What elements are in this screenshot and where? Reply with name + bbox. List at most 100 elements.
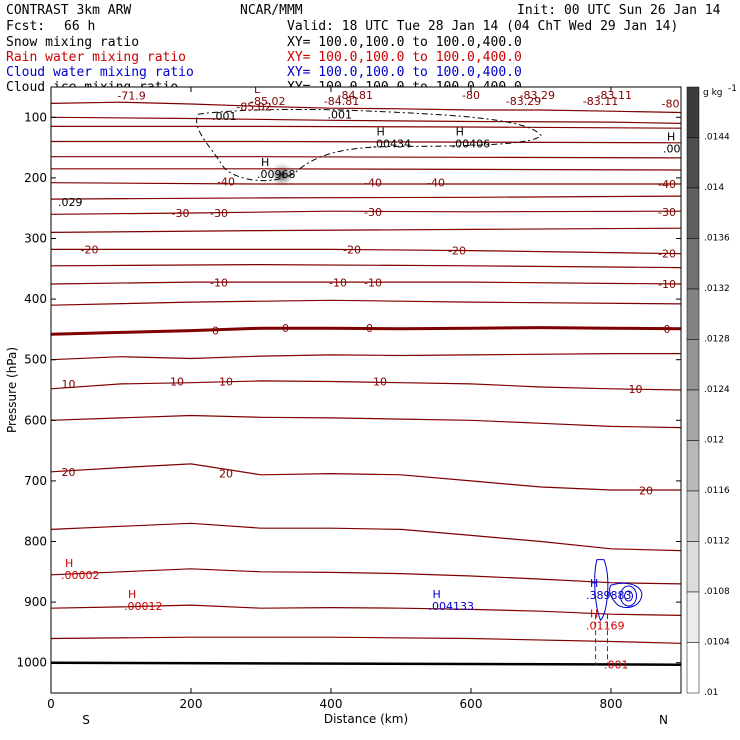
colorbar-unit-exponent: -1	[728, 84, 737, 94]
cloud-water-contour	[620, 585, 637, 607]
colorbar-segment	[686, 389, 700, 441]
isotherm--45	[51, 156, 681, 159]
header: CONTRAST 3km ARW NCAR/MMM Init: 00 UTC S…	[6, 3, 721, 95]
y-tick-label: 500	[24, 353, 47, 367]
contour-label: 0	[282, 322, 289, 335]
contour-label: 0	[664, 323, 671, 336]
isotherm-5	[51, 353, 681, 361]
isotherm-20	[51, 463, 681, 491]
plot-area: -71.9 -80 -80 -84.81 -83.29 -83.11 -85.02 -40 -4…	[50, 77, 682, 694]
y-tick-label: 800	[24, 535, 47, 549]
isotherm-25	[51, 522, 681, 552]
x-tick-label: 400	[320, 697, 343, 711]
colorbar-label: .0124	[704, 385, 730, 395]
isotherm--70	[51, 116, 681, 124]
colorbar-segment	[686, 490, 700, 542]
x-tick-label: 800	[600, 697, 623, 711]
isotherm--40	[51, 182, 681, 185]
cloud-water-contour	[609, 582, 643, 608]
fcst-value: 66 h	[64, 19, 95, 34]
field-xy: XY= 100.0,100.0 to 100.0,400.0	[287, 35, 522, 50]
isotherm--50	[51, 140, 681, 144]
contour-label: -10	[364, 277, 382, 290]
contour-label: -20	[658, 248, 676, 261]
isotherm--5	[51, 299, 681, 306]
extremum-value: .389883	[586, 589, 632, 602]
contour-label: -71.9	[117, 89, 145, 102]
isotherm--30	[51, 210, 681, 215]
extremum-mark: H	[128, 588, 136, 601]
isotherm--10	[51, 281, 681, 285]
colorbar-segment	[686, 591, 700, 643]
contour-label: -10	[658, 278, 676, 291]
extremum-value: .01169	[586, 619, 625, 632]
colorbar-label: .014	[704, 183, 724, 193]
contour-label: -40	[217, 176, 235, 189]
extremum-mark: H	[667, 130, 675, 143]
x-tick-label: 200	[180, 697, 203, 711]
extremum-mark: H	[456, 126, 464, 139]
extremum-mark: L	[601, 77, 608, 90]
colorbar-label: .0144	[704, 133, 730, 143]
snow-maximum-shading	[268, 160, 296, 189]
extremum-value: -84.81	[338, 89, 373, 102]
y-tick-label: 600	[24, 413, 47, 427]
contour-label: -80	[662, 97, 680, 110]
contour-label: -30	[364, 206, 382, 219]
org-title: NCAR/MMM	[240, 3, 303, 18]
colorbar-unit: g kg	[703, 88, 723, 98]
contour-label: -40	[427, 177, 445, 190]
snow-contour-label: .001	[212, 110, 237, 123]
y-tick-label: 200	[24, 171, 47, 185]
contour-label: -83.11	[583, 95, 618, 108]
extremum-value: .00012	[124, 600, 163, 613]
contour-label: -20	[343, 243, 361, 256]
contour-label: 20	[639, 485, 653, 498]
colorbar-label: .0132	[704, 284, 730, 294]
x-tick-label: 600	[460, 697, 483, 711]
field-name: Rain water mixing ratio	[6, 50, 186, 65]
extremum-mark: H	[261, 156, 269, 169]
isotherm--25	[51, 227, 681, 233]
y-tick-label: 700	[24, 474, 47, 488]
isotherm--35	[51, 195, 681, 200]
extremum-value: .00406	[452, 138, 491, 151]
contour-label: -85.02	[236, 100, 271, 113]
colorbar-label: .012	[704, 436, 724, 446]
cloud-ice-contour	[196, 108, 542, 182]
valid-time: Valid: 18 UTC Tue 28 Jan 14 (04 ChT Wed …	[287, 19, 678, 34]
north-label: N	[659, 713, 668, 727]
extremum-value: .004133	[429, 600, 475, 613]
isotherm-0	[51, 326, 681, 336]
plot-frame	[50, 86, 682, 694]
contour-label: -84.81	[324, 95, 359, 108]
field-xy: XY= 100.0,100.0 to 100.0,400.0	[287, 50, 522, 65]
extremum-value: -83.11	[597, 89, 632, 102]
colorbar-label: .0108	[704, 587, 730, 597]
isotherm--20	[51, 248, 681, 255]
colorbar-label: .0136	[704, 234, 730, 244]
contour-label: 0	[366, 322, 373, 335]
south-label: S	[82, 713, 90, 727]
colorbar-segment	[686, 238, 700, 290]
isotherm--80	[51, 101, 681, 114]
contour-label: -40	[364, 177, 382, 190]
field-name: Cloud water mixing ratio	[6, 65, 194, 80]
isotherm-10	[51, 380, 681, 391]
ground-line	[51, 661, 681, 666]
extremum-value: -83.29	[520, 89, 555, 102]
extremum-mark: H	[377, 126, 385, 139]
isotherm--15	[51, 263, 681, 269]
isotherm-35	[51, 604, 681, 616]
colorbar-segment	[686, 541, 700, 593]
contour-label: 20	[219, 468, 233, 481]
contour-label: -80	[462, 89, 480, 102]
extremum-mark: H	[433, 588, 441, 601]
colorbar-segment	[686, 440, 700, 492]
y-tick-label: 300	[24, 232, 47, 246]
contour-label: 20	[62, 466, 76, 479]
plot-content: -71.9 -80 -80 -84.81 -83.29 -83.11 -85.02 -40 -4…	[51, 77, 681, 672]
colorbar-label: .0128	[704, 335, 730, 345]
